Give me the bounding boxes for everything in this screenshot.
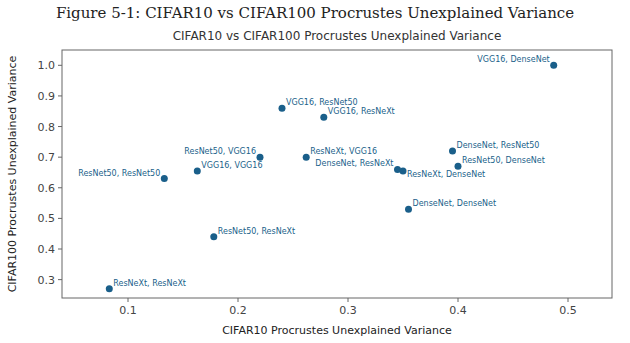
y-tick-label: 0.9 — [38, 90, 56, 103]
x-tick-label: 0.4 — [449, 304, 467, 317]
point-label: ResNeXt, VGG16 — [310, 147, 377, 156]
plot-frame — [62, 50, 612, 298]
point-label: ResNeXt, DenseNet — [407, 170, 485, 179]
point-label: ResNet50, DenseNet — [462, 156, 545, 165]
point-label: VGG16, VGG16 — [201, 161, 262, 170]
x-tick-label: 0.2 — [229, 304, 247, 317]
x-tick-label: 0.5 — [559, 304, 577, 317]
page: {"chart_data": {"type": "scatter", "titl… — [0, 0, 630, 343]
marks — [106, 62, 557, 293]
x-tick — [348, 298, 349, 302]
point-label: DenseNet, DenseNet — [413, 199, 497, 208]
y-tick — [58, 126, 62, 127]
point — [550, 62, 557, 69]
y-tick-label: 0.3 — [38, 274, 56, 287]
axes: 0.1 0.2 0.3 0.4 0.5 0.3 0.4 0.5 0.6 0.7 0.8 0.9 1.0 — [38, 59, 577, 317]
point — [449, 148, 456, 155]
point — [279, 105, 286, 112]
point-label: VGG16, DenseNet — [477, 55, 549, 64]
y-tick-label: 1.0 — [38, 59, 56, 72]
point — [106, 285, 113, 292]
x-tick — [458, 298, 459, 302]
y-tick — [58, 157, 62, 158]
y-tick-label: 0.4 — [38, 243, 56, 256]
y-axis-label: CIFAR100 Procrustes Unexplained Variance — [6, 55, 19, 292]
x-tick — [238, 298, 239, 302]
y-tick-label: 0.5 — [38, 212, 56, 225]
x-tick-label: 0.3 — [339, 304, 357, 317]
y-tick-label: 0.8 — [38, 121, 56, 134]
point — [320, 114, 327, 121]
point-label: VGG16, ResNeXt — [328, 107, 395, 116]
point — [400, 167, 407, 174]
point-label: ResNet50, ResNeXt — [218, 227, 295, 236]
point — [194, 167, 201, 174]
x-tick — [568, 298, 569, 302]
x-tick — [128, 298, 129, 302]
y-tick — [58, 279, 62, 280]
y-tick-label: 0.6 — [38, 182, 56, 195]
y-tick — [58, 95, 62, 96]
point — [161, 175, 168, 182]
y-tick — [58, 187, 62, 188]
point — [303, 154, 310, 161]
y-tick-label: 0.7 — [38, 151, 56, 164]
point-label: ResNeXt, ResNeXt — [113, 279, 186, 288]
subtitle: CIFAR10 vs CIFAR100 Procrustes Unexplain… — [173, 29, 502, 43]
point-label: DenseNet, ResNeXt — [315, 159, 393, 168]
y-tick — [58, 65, 62, 66]
point-labels: ResNeXt, ResNeXt ResNet50, ResNet50 VGG16,… — [78, 55, 550, 288]
title: Figure 5-1: CIFAR10 vs CIFAR100 Procrust… — [56, 4, 574, 22]
point — [210, 233, 217, 240]
point — [455, 163, 462, 170]
point-label: ResNet50, VGG16 — [184, 147, 256, 156]
chart: Figure 5-1: CIFAR10 vs CIFAR100 Procrust… — [0, 0, 630, 343]
point — [257, 154, 264, 161]
x-axis-label: CIFAR10 Procrustes Unexplained Variance — [222, 324, 452, 337]
point-label: ResNet50, ResNet50 — [78, 169, 160, 178]
x-tick-label: 0.1 — [119, 304, 137, 317]
point-label: DenseNet, ResNet50 — [457, 141, 540, 150]
point — [405, 206, 412, 213]
y-tick — [58, 249, 62, 250]
y-tick — [58, 218, 62, 219]
point-label: VGG16, ResNet50 — [286, 98, 358, 107]
